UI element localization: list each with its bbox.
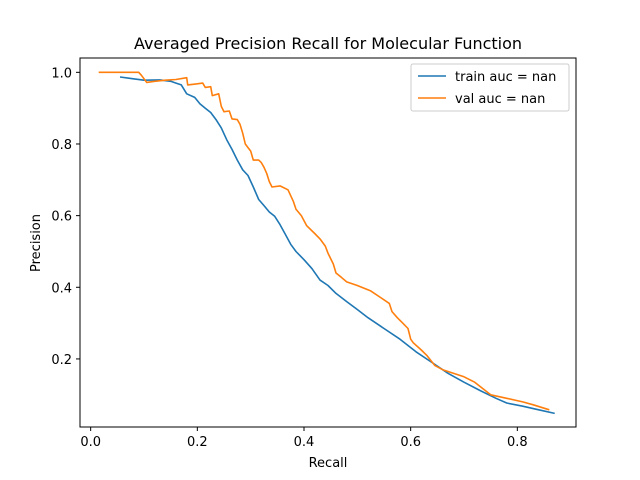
legend-label: val auc = nan <box>455 92 545 107</box>
x-tick-label: 0.6 <box>400 435 421 450</box>
legend-frame <box>410 63 570 112</box>
x-axis-ticks: 0.0 0.2 0.4 0.6 0.8 <box>80 427 528 450</box>
y-tick-label: 0.6 <box>51 210 72 225</box>
series-line-val <box>98 71 550 411</box>
y-tick-label: 1.0 <box>51 66 72 81</box>
x-tick-label: 0.2 <box>187 435 208 450</box>
y-axis-ticks: 0.2 0.4 0.6 0.8 1.0 <box>51 66 80 368</box>
legend: train auc = nan val auc = nan <box>410 63 570 112</box>
legend-items: train auc = nan val auc = nan <box>418 70 556 107</box>
y-tick-label: 0.4 <box>51 281 72 296</box>
chart-title: Averaged Precision Recall for Molecular … <box>134 34 522 53</box>
y-axis-title: Precision <box>29 214 44 272</box>
x-tick-label: 0.0 <box>80 435 101 450</box>
x-tick-label: 0.8 <box>507 435 528 450</box>
legend-label: train auc = nan <box>455 70 556 85</box>
plot-frame <box>79 57 577 428</box>
y-tick-label: 0.8 <box>51 138 72 153</box>
series-layer <box>98 71 555 415</box>
series-line-train <box>119 76 555 415</box>
y-tick-label: 0.2 <box>51 353 72 368</box>
x-axis-title: Recall <box>309 456 348 471</box>
plot-area: 0.0 0.2 0.4 0.6 0.8 0.2 0.4 0.6 0.8 1.0 <box>51 57 577 450</box>
x-tick-label: 0.4 <box>294 435 315 450</box>
